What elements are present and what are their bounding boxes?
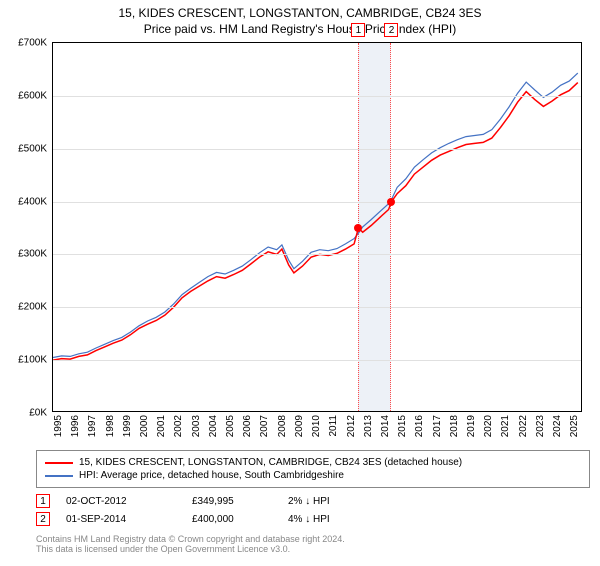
sale-price: £400,000 xyxy=(192,514,272,525)
x-tick-label: 2007 xyxy=(259,415,270,437)
x-tick-label: 2020 xyxy=(483,415,494,437)
gridline xyxy=(53,149,581,150)
gridline xyxy=(53,307,581,308)
x-tick-label: 2004 xyxy=(208,415,219,437)
series-property xyxy=(53,83,578,361)
gridline xyxy=(53,254,581,255)
series-hpi xyxy=(53,73,578,357)
x-tick-label: 2022 xyxy=(518,415,529,437)
y-tick-label: £600K xyxy=(3,90,47,101)
sale-pct: 4% ↓ HPI xyxy=(288,514,388,525)
x-tick-label: 2001 xyxy=(156,415,167,437)
x-tick-label: 2003 xyxy=(191,415,202,437)
footer-line2: This data is licensed under the Open Gov… xyxy=(36,544,590,554)
legend: 15, KIDES CRESCENT, LONGSTANTON, CAMBRID… xyxy=(36,450,590,488)
chart-subtitle: Price paid vs. HM Land Registry's House … xyxy=(0,22,600,36)
sale-row-marker: 1 xyxy=(36,494,50,508)
x-tick-label: 2002 xyxy=(173,415,184,437)
chart-title: 15, KIDES CRESCENT, LONGSTANTON, CAMBRID… xyxy=(0,6,600,20)
legend-swatch xyxy=(45,462,73,464)
x-tick-label: 2015 xyxy=(397,415,408,437)
sale-price: £349,995 xyxy=(192,496,272,507)
x-tick-label: 2018 xyxy=(449,415,460,437)
y-tick-label: £500K xyxy=(3,143,47,154)
sale-date: 01-SEP-2014 xyxy=(66,514,176,525)
x-tick-label: 2010 xyxy=(311,415,322,437)
x-tick-label: 1999 xyxy=(122,415,133,437)
x-tick-label: 2008 xyxy=(277,415,288,437)
x-tick-label: 1996 xyxy=(70,415,81,437)
sales-table: 1 02-OCT-2012 £349,995 2% ↓ HPI 2 01-SEP-2014… xyxy=(36,494,590,526)
x-tick-label: 2013 xyxy=(363,415,374,437)
x-tick-label: 2023 xyxy=(535,415,546,437)
x-tick-label: 1998 xyxy=(105,415,116,437)
x-tick-label: 2000 xyxy=(139,415,150,437)
legend-swatch xyxy=(45,475,73,477)
y-tick-label: £700K xyxy=(3,38,47,49)
sale-date: 02-OCT-2012 xyxy=(66,496,176,507)
gridline xyxy=(53,202,581,203)
x-tick-label: 2005 xyxy=(225,415,236,437)
y-tick-label: £100K xyxy=(3,355,47,366)
x-tick-label: 2021 xyxy=(500,415,511,437)
sale-row-marker: 2 xyxy=(36,512,50,526)
legend-row: HPI: Average price, detached house, Sout… xyxy=(45,470,581,481)
footer-text: Contains HM Land Registry data © Crown c… xyxy=(36,534,590,554)
legend-row: 15, KIDES CRESCENT, LONGSTANTON, CAMBRID… xyxy=(45,457,581,468)
x-tick-label: 2017 xyxy=(432,415,443,437)
x-tick-label: 1995 xyxy=(53,415,64,437)
sale-point-2 xyxy=(387,198,395,206)
x-tick-label: 2006 xyxy=(242,415,253,437)
x-tick-label: 2011 xyxy=(328,415,339,437)
footer-line1: Contains HM Land Registry data © Crown c… xyxy=(36,534,590,544)
y-tick-label: £300K xyxy=(3,249,47,260)
x-tick-label: 2014 xyxy=(380,415,391,437)
y-tick-label: £0K xyxy=(3,408,47,419)
line-series xyxy=(53,43,583,413)
x-tick-label: 2012 xyxy=(346,415,357,437)
chart-container: 15, KIDES CRESCENT, LONGSTANTON, CAMBRID… xyxy=(0,6,600,566)
sale-marker-2: 2 xyxy=(384,23,398,37)
x-tick-label: 1997 xyxy=(87,415,98,437)
sale-point-1 xyxy=(354,224,362,232)
legend-label: HPI: Average price, detached house, Sout… xyxy=(79,470,344,481)
y-tick-label: £400K xyxy=(3,196,47,207)
x-tick-label: 2025 xyxy=(569,415,580,437)
y-tick-label: £200K xyxy=(3,302,47,313)
x-tick-label: 2016 xyxy=(414,415,425,437)
sale-marker-1: 1 xyxy=(351,23,365,37)
sale-row: 2 01-SEP-2014 £400,000 4% ↓ HPI xyxy=(36,512,590,526)
gridline xyxy=(53,360,581,361)
x-tick-label: 2009 xyxy=(294,415,305,437)
sale-pct: 2% ↓ HPI xyxy=(288,496,388,507)
legend-label: 15, KIDES CRESCENT, LONGSTANTON, CAMBRID… xyxy=(79,457,462,468)
plot-area: £0K£100K£200K£300K£400K£500K£600K£700K19… xyxy=(52,42,582,412)
gridline xyxy=(53,96,581,97)
sale-row: 1 02-OCT-2012 £349,995 2% ↓ HPI xyxy=(36,494,590,508)
x-tick-label: 2019 xyxy=(466,415,477,437)
x-tick-label: 2024 xyxy=(552,415,563,437)
